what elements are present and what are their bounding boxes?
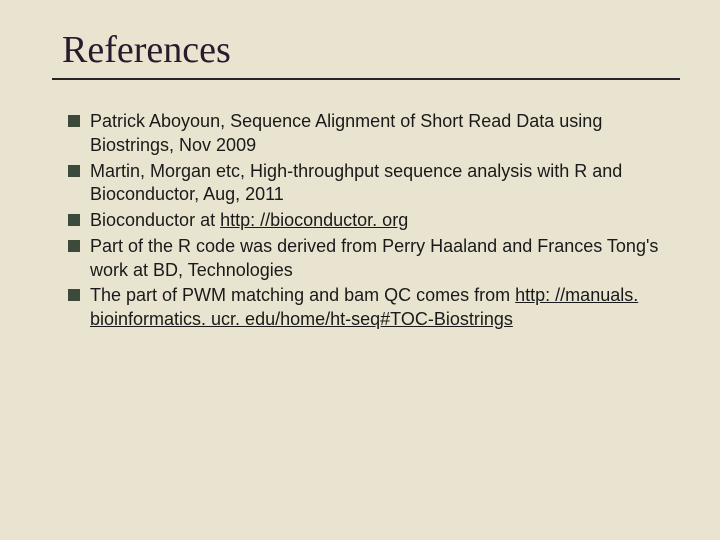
- list-item: The part of PWM matching and bam QC come…: [68, 284, 672, 332]
- list-item: Bioconductor at http: //bioconductor. or…: [68, 209, 672, 233]
- square-bullet-icon: [68, 214, 80, 226]
- reference-text: Part of the R code was derived from Perr…: [90, 235, 672, 283]
- reference-text: Martin, Morgan etc, High-throughput sequ…: [90, 160, 672, 208]
- reference-text: Bioconductor at http: //bioconductor. or…: [90, 209, 672, 233]
- slide-title: References: [60, 28, 672, 72]
- square-bullet-icon: [68, 165, 80, 177]
- reference-list: Patrick Aboyoun, Sequence Alignment of S…: [60, 110, 672, 332]
- square-bullet-icon: [68, 115, 80, 127]
- list-item: Part of the R code was derived from Perr…: [68, 235, 672, 283]
- reference-text: Patrick Aboyoun, Sequence Alignment of S…: [90, 110, 672, 158]
- title-underline-rule: [52, 78, 680, 80]
- slide-container: References Patrick Aboyoun, Sequence Ali…: [0, 0, 720, 540]
- list-item: Patrick Aboyoun, Sequence Alignment of S…: [68, 110, 672, 158]
- reference-prefix: The part of PWM matching and bam QC come…: [90, 285, 515, 305]
- reference-text: The part of PWM matching and bam QC come…: [90, 284, 672, 332]
- reference-link[interactable]: http: //bioconductor. org: [220, 210, 408, 230]
- reference-prefix: Bioconductor at: [90, 210, 220, 230]
- square-bullet-icon: [68, 289, 80, 301]
- square-bullet-icon: [68, 240, 80, 252]
- list-item: Martin, Morgan etc, High-throughput sequ…: [68, 160, 672, 208]
